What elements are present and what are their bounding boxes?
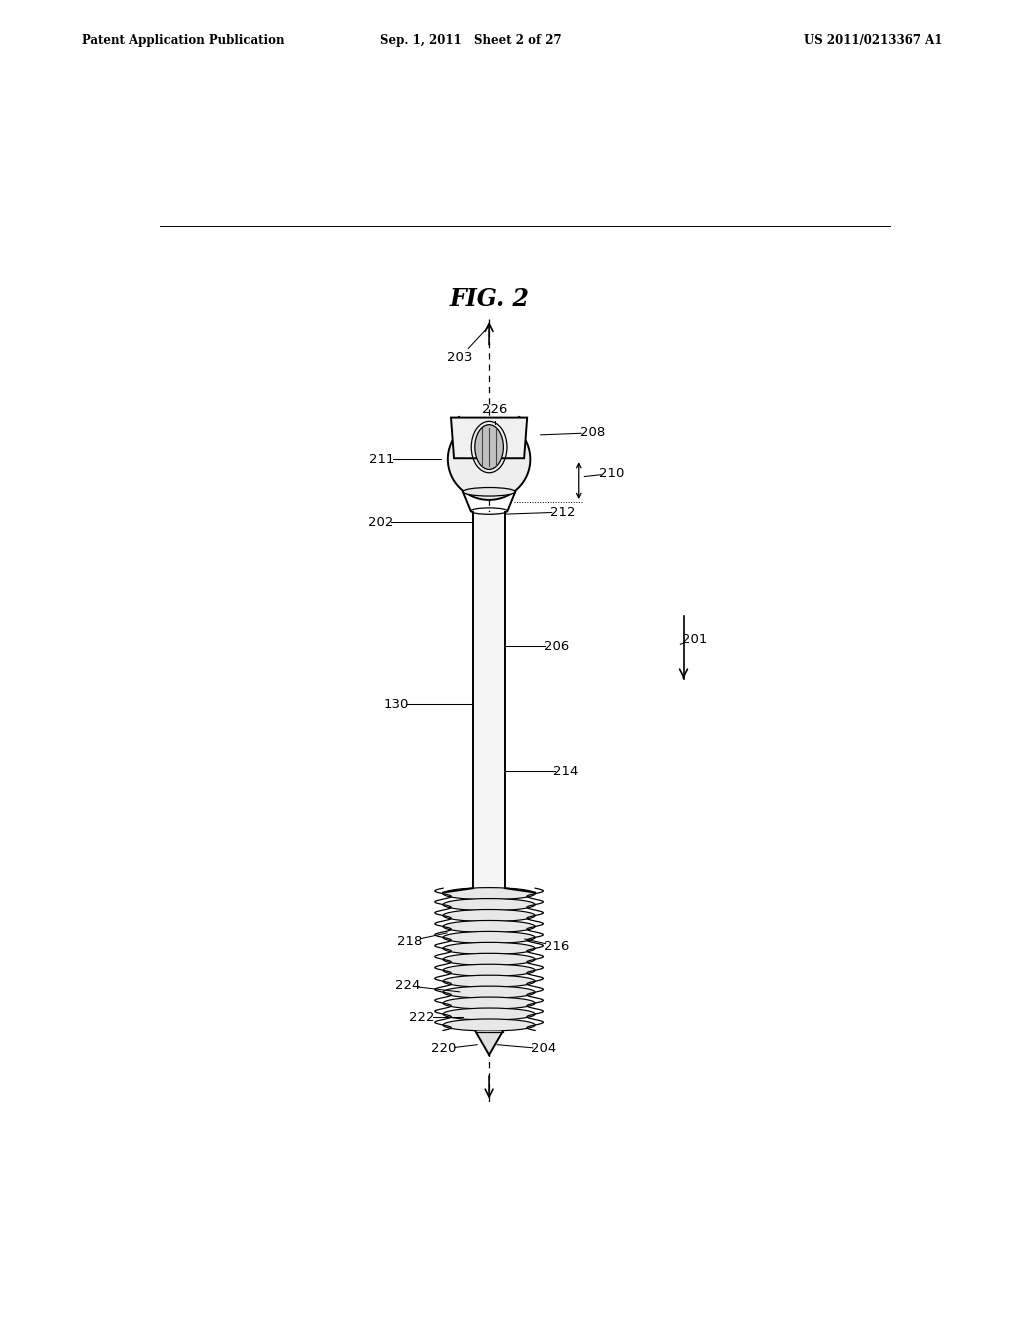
Ellipse shape bbox=[443, 887, 536, 900]
Text: 208: 208 bbox=[580, 426, 605, 440]
Ellipse shape bbox=[443, 986, 536, 998]
Text: 222: 222 bbox=[409, 1011, 434, 1024]
Ellipse shape bbox=[443, 997, 536, 1008]
Text: 214: 214 bbox=[553, 764, 579, 777]
Text: 220: 220 bbox=[431, 1043, 457, 1055]
Ellipse shape bbox=[443, 964, 536, 977]
Text: 211: 211 bbox=[370, 453, 394, 466]
Ellipse shape bbox=[443, 1008, 536, 1020]
Text: Sep. 1, 2011   Sheet 2 of 27: Sep. 1, 2011 Sheet 2 of 27 bbox=[380, 33, 562, 46]
Text: 218: 218 bbox=[397, 935, 423, 948]
Text: FIG. 2: FIG. 2 bbox=[450, 286, 529, 310]
Ellipse shape bbox=[443, 932, 536, 944]
Text: US 2011/0213367 A1: US 2011/0213367 A1 bbox=[804, 33, 942, 46]
Polygon shape bbox=[475, 1031, 503, 1055]
Text: 130: 130 bbox=[384, 698, 409, 710]
Polygon shape bbox=[473, 512, 505, 888]
Ellipse shape bbox=[443, 975, 536, 987]
Text: 203: 203 bbox=[447, 351, 472, 364]
Text: 212: 212 bbox=[550, 506, 575, 519]
Ellipse shape bbox=[443, 942, 536, 954]
Text: 210: 210 bbox=[599, 467, 625, 480]
Text: 201: 201 bbox=[682, 632, 708, 645]
Text: 216: 216 bbox=[544, 940, 569, 953]
Ellipse shape bbox=[443, 920, 536, 932]
Ellipse shape bbox=[443, 953, 536, 965]
Text: 204: 204 bbox=[531, 1043, 556, 1055]
Ellipse shape bbox=[443, 1019, 536, 1031]
Ellipse shape bbox=[447, 418, 530, 500]
Text: 224: 224 bbox=[394, 979, 420, 993]
Polygon shape bbox=[451, 417, 527, 458]
Text: 226: 226 bbox=[482, 403, 507, 416]
Ellipse shape bbox=[443, 899, 536, 911]
Text: Patent Application Publication: Patent Application Publication bbox=[82, 33, 285, 46]
Ellipse shape bbox=[475, 425, 504, 470]
Text: 202: 202 bbox=[368, 516, 393, 529]
Ellipse shape bbox=[443, 909, 536, 921]
Text: 206: 206 bbox=[544, 640, 569, 653]
Ellipse shape bbox=[463, 487, 515, 496]
